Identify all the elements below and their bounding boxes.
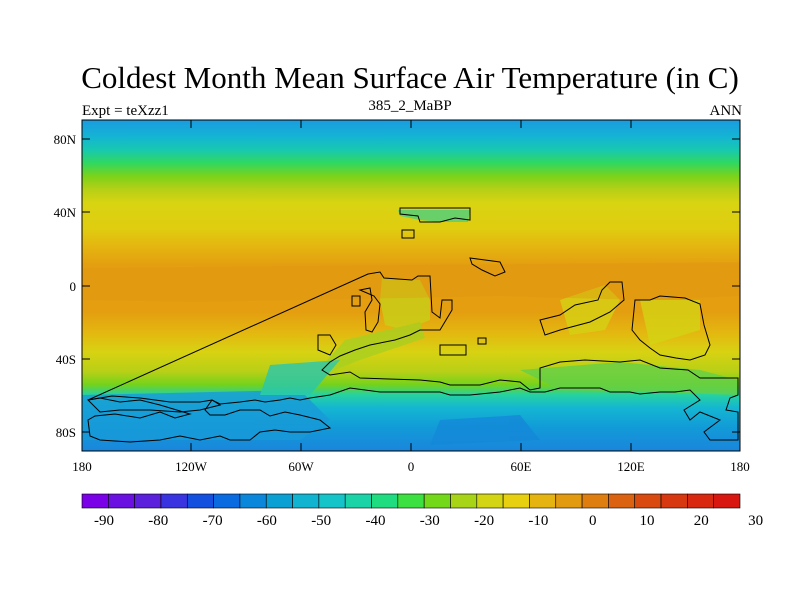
lon-label-180w: 180 bbox=[72, 459, 92, 474]
colorbar-box bbox=[265, 493, 293, 509]
colorbar-box bbox=[108, 493, 135, 509]
colorbar-box bbox=[555, 493, 583, 509]
colorbar-box bbox=[502, 493, 530, 509]
colorbar-box bbox=[186, 493, 214, 509]
season-label: ANN bbox=[709, 103, 743, 119]
colorbar-box bbox=[687, 493, 714, 509]
colorbar-box bbox=[608, 493, 636, 509]
colorbar-label: -80 bbox=[148, 513, 168, 529]
lat-label-40n: 40N bbox=[54, 205, 77, 220]
lat-label-80s: 80S bbox=[56, 425, 76, 440]
coastline-south-strip bbox=[86, 395, 222, 413]
colorbar-box bbox=[318, 493, 346, 509]
tropical-warm-band bbox=[82, 262, 740, 302]
experiment-label: Expt = teXzz1 bbox=[82, 103, 169, 119]
lon-label-60w: 60W bbox=[288, 459, 314, 474]
colorbar-label: -20 bbox=[474, 513, 494, 529]
colorbar-label: 20 bbox=[694, 513, 709, 529]
lon-label-120e: 120E bbox=[617, 459, 645, 474]
colorbar-label: -70 bbox=[203, 513, 223, 529]
coastline-southwest-bay bbox=[317, 334, 337, 356]
colorbar-box bbox=[581, 493, 609, 509]
colorbar-box bbox=[344, 493, 372, 509]
colorbar-label: -90 bbox=[94, 513, 114, 529]
colorbar-box bbox=[81, 493, 109, 509]
colorbar-label: -40 bbox=[366, 513, 386, 529]
colorbar-box bbox=[660, 493, 688, 509]
colorbar-box bbox=[529, 493, 557, 509]
lat-labels: 80N 40N 0 40S 80S bbox=[54, 132, 77, 440]
coastline-small-isle-3 bbox=[477, 337, 487, 345]
colorbar-box bbox=[476, 493, 504, 509]
coastline-small-isle-2 bbox=[469, 257, 506, 277]
coastline-small-isle-4 bbox=[351, 295, 361, 307]
colorbar-box bbox=[213, 493, 241, 509]
colorbar-box bbox=[292, 493, 320, 509]
colorbar-box bbox=[397, 493, 425, 509]
coastlines bbox=[86, 207, 739, 443]
colorbar-box bbox=[713, 493, 741, 509]
lat-tick-marks bbox=[82, 138, 740, 433]
colorbar-label: 10 bbox=[640, 513, 655, 529]
coastline-southern-isle bbox=[439, 344, 467, 356]
colorbar-label: -60 bbox=[257, 513, 277, 529]
lon-tick-marks bbox=[190, 120, 632, 451]
lon-labels: 180 120W 60W 0 60E 120E 180 bbox=[72, 459, 750, 474]
lon-label-0: 0 bbox=[408, 459, 415, 474]
colorbar-label: -50 bbox=[311, 513, 331, 529]
lon-label-180e: 180 bbox=[730, 459, 750, 474]
colorbar-labels: -90-80-70-60-50-40-30-20-1001020304050 bbox=[94, 513, 763, 529]
colorbar-box bbox=[450, 493, 478, 509]
lon-label-60e: 60E bbox=[511, 459, 532, 474]
colorbar-box bbox=[134, 493, 162, 509]
coastline-central-landmass bbox=[87, 271, 739, 443]
colorbar-box bbox=[634, 493, 662, 509]
lat-label-40s: 40S bbox=[56, 352, 76, 367]
colorbar-label: -30 bbox=[420, 513, 440, 529]
period-label: 385_2_MaBP bbox=[368, 98, 452, 114]
colorbar-box bbox=[160, 493, 188, 509]
coastline-small-isle-1 bbox=[401, 229, 415, 239]
colorbar-label: 0 bbox=[589, 513, 597, 529]
colorbar-box bbox=[239, 493, 267, 509]
colorbar-label: 30 bbox=[748, 513, 763, 529]
colorbar-label: -10 bbox=[528, 513, 548, 529]
colorbar-box bbox=[423, 493, 451, 509]
coastline-equatorial bbox=[358, 287, 381, 333]
coastline-eastern-peninsula bbox=[539, 281, 625, 336]
lat-label-0: 0 bbox=[70, 279, 77, 294]
plot-title: Coldest Month Mean Surface Air Temperatu… bbox=[81, 60, 739, 95]
lon-label-120w: 120W bbox=[175, 459, 208, 474]
lat-label-80n: 80N bbox=[54, 132, 77, 147]
colorbar-box bbox=[371, 493, 399, 509]
coastline-north-island bbox=[399, 207, 471, 223]
coastline-east-landmass bbox=[631, 295, 711, 361]
colorbar-boxes bbox=[81, 493, 741, 509]
